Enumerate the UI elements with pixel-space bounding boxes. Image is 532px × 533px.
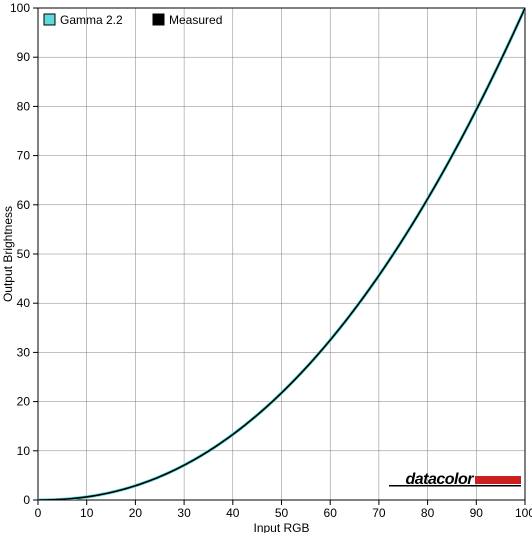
x-axis-label: Input RGB: [253, 521, 309, 533]
y-tick-label: 100: [10, 1, 30, 15]
x-tick-label: 0: [35, 506, 42, 520]
x-tick-label: 90: [470, 506, 484, 520]
y-tick-label: 30: [17, 345, 31, 359]
y-tick-label: 90: [17, 50, 31, 64]
x-tick-label: 60: [324, 506, 338, 520]
x-tick-label: 40: [226, 506, 240, 520]
y-tick-label: 40: [17, 296, 31, 310]
y-tick-label: 70: [17, 149, 31, 163]
y-tick-label: 60: [17, 198, 31, 212]
x-tick-label: 80: [421, 506, 435, 520]
logo-text: datacolor: [405, 471, 474, 488]
x-tick-label: 30: [177, 506, 191, 520]
y-tick-label: 50: [17, 247, 31, 261]
chart-svg: 0 10 20 30 40 50 60 70 80 90 100 0 10 20 30 40 50 60 70 80 9…: [0, 0, 532, 533]
gamma-chart: 0 10 20 30 40 50 60 70 80 90 100 0 10 20 30 40 50 60 70 80 9…: [0, 0, 532, 533]
y-tick-label: 10: [17, 444, 31, 458]
y-tick-label: 0: [23, 493, 30, 507]
x-tick-label: 10: [80, 506, 94, 520]
legend-label: Gamma 2.2: [60, 13, 123, 27]
y-tick-label: 80: [17, 99, 31, 113]
chart-bg: [0, 0, 532, 533]
x-tick-label: 50: [275, 506, 289, 520]
x-tick-label: 20: [129, 506, 143, 520]
x-tick-label: 100: [515, 506, 532, 520]
legend-label: Measured: [169, 13, 222, 27]
y-axis-label: Output Brightness: [1, 206, 15, 302]
x-tick-label: 70: [372, 506, 386, 520]
legend-swatch: [153, 14, 164, 25]
legend-swatch: [44, 14, 55, 25]
y-tick-label: 20: [17, 395, 31, 409]
